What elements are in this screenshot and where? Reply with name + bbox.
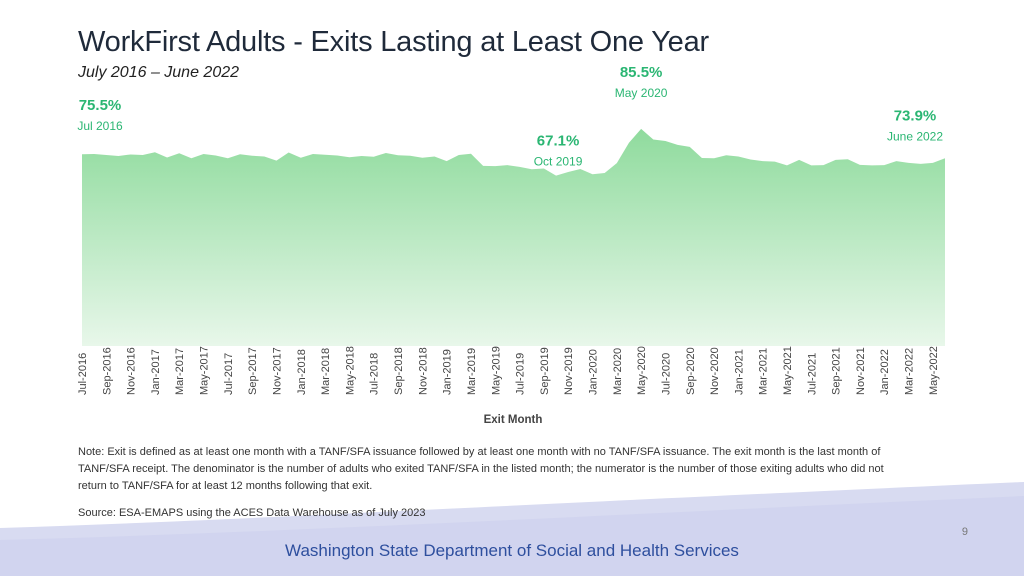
area-series	[82, 128, 945, 346]
x-tick-label: Jul-2020	[660, 353, 672, 395]
x-tick-label: May-2018	[344, 346, 356, 395]
x-tick-label: Nov-2020	[709, 347, 721, 395]
x-tick-label: Jan-2021	[733, 349, 745, 395]
note-text: Note: Exit is defined as at least one mo…	[78, 446, 884, 492]
x-tick-label: Mar-2018	[320, 348, 332, 395]
x-tick-label: Mar-2022	[904, 348, 916, 395]
x-tick-label: Sep-2016	[101, 347, 113, 395]
x-tick-label: Nov-2018	[417, 347, 429, 395]
x-tick-label: Jan-2018	[296, 349, 308, 395]
area-chart: Jul-2016 Sep-2016 Nov-2016 Jan-2017 Mar-2017…	[77, 64, 945, 426]
x-tick-label: May-2020	[636, 346, 648, 395]
annotation-value: 73.9%	[894, 107, 937, 124]
annotation-label: June 2022	[887, 129, 943, 143]
x-tick-label: Nov-2021	[855, 347, 867, 395]
x-tick-label: Nov-2016	[126, 347, 138, 395]
annotation-label: Jul 2016	[77, 119, 123, 133]
x-tick-label: Sep-2020	[685, 347, 697, 395]
x-tick-label: Jan-2019	[442, 349, 454, 395]
x-tick-label: Mar-2020	[612, 348, 624, 395]
annotation-label: Oct 2019	[534, 155, 583, 169]
x-tick-label: Nov-2017	[271, 347, 283, 395]
x-tick-label: Jul-2017	[223, 353, 235, 395]
x-tick-label: May-2021	[782, 346, 794, 395]
x-tick-label: Sep-2021	[831, 347, 843, 395]
annotation-value: 75.5%	[79, 97, 122, 114]
x-tick-label: May-2022	[928, 346, 940, 395]
x-axis-label: Exit Month	[484, 414, 543, 426]
annotation-label: May 2020	[615, 86, 668, 100]
x-tick-label: Sep-2019	[539, 347, 551, 395]
x-tick-label: May-2019	[490, 346, 502, 395]
page-title: WorkFirst Adults - Exits Lasting at Leas…	[78, 26, 709, 58]
x-tick-label: Jul-2019	[515, 353, 527, 395]
x-tick-label: Sep-2018	[393, 347, 405, 395]
footer-organization: Washington State Department of Social an…	[285, 541, 739, 560]
x-tick-label: May-2017	[199, 346, 211, 395]
x-tick-label: Mar-2017	[174, 348, 186, 395]
x-tick-label: Nov-2019	[563, 347, 575, 395]
annotation-value: 85.5%	[620, 64, 663, 81]
x-tick-label: Jan-2022	[879, 349, 891, 395]
page-subtitle: July 2016 – June 2022	[78, 64, 240, 81]
x-tick-label: Jan-2020	[588, 349, 600, 395]
x-tick-label: Jul-2016	[77, 353, 89, 395]
x-tick-label: Jul-2018	[369, 353, 381, 395]
source-text: Source: ESA-EMAPS using the ACES Data Wa…	[78, 507, 426, 519]
x-tick-label: Sep-2017	[247, 347, 259, 395]
x-tick-label: Mar-2019	[466, 348, 478, 395]
annotation-value: 67.1%	[537, 133, 580, 150]
x-tick-label: Jul-2021	[806, 353, 818, 395]
x-tick-label: Jan-2017	[150, 349, 162, 395]
x-tick-label: Mar-2021	[758, 348, 770, 395]
page-number: 9	[961, 526, 968, 538]
